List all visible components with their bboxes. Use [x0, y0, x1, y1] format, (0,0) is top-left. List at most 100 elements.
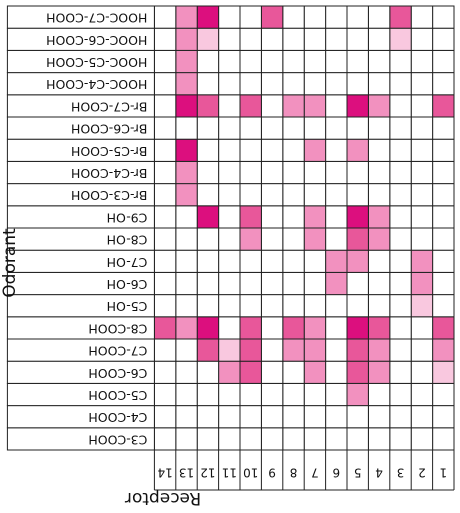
- heatmap-cell: [196, 94, 220, 118]
- heatmap-cell: [260, 249, 284, 273]
- heatmap-cell: [196, 316, 220, 340]
- heatmap-cell: [260, 360, 284, 384]
- column-label-12: 12: [200, 466, 215, 480]
- heatmap-cell: [239, 316, 262, 340]
- row-label: HOOC-C6-COOH: [46, 33, 147, 48]
- heatmap-cell: [367, 94, 391, 118]
- row-label: C5-COOH: [88, 388, 147, 403]
- heatmap-cell: [260, 160, 284, 185]
- heatmap-cell: [325, 427, 348, 451]
- heatmap-cell: [239, 427, 262, 451]
- heatmap-cell: [239, 183, 262, 207]
- heatmap-cell: [153, 49, 177, 74]
- heatmap-cell: [260, 49, 284, 74]
- heatmap-cell: [239, 271, 262, 296]
- row-label: HOOC-C4-COOH: [46, 77, 147, 92]
- heatmap-cell: [432, 382, 455, 407]
- heatmap-cell: [303, 249, 327, 273]
- heatmap-cell: [239, 160, 262, 185]
- heatmap-cell: [282, 94, 305, 118]
- heatmap-cell: [218, 249, 241, 273]
- heatmap-cell: [239, 72, 262, 96]
- heatmap-cell: [196, 338, 220, 362]
- heatmap-cell: [282, 72, 305, 96]
- heatmap-cell: [432, 427, 455, 451]
- row-label: C7-OH: [107, 255, 148, 270]
- heatmap-cell: [325, 116, 348, 140]
- heatmap-cell: [282, 338, 305, 362]
- heatmap-cell: [346, 116, 369, 140]
- heatmap-cell: [175, 427, 198, 451]
- row-labels: C3-COOH C4-COOH C5-COOH C6-COOH C7-COOH C8-CO…: [46, 11, 147, 448]
- heatmap-cell: [303, 5, 327, 29]
- heatmap-cell: [196, 405, 220, 429]
- heatmap-cell: [282, 205, 305, 229]
- heatmap-cell: [260, 405, 284, 429]
- heatmap-cell: [389, 249, 412, 273]
- heatmap-cell: [367, 360, 391, 384]
- column-label-9: 9: [268, 466, 276, 480]
- heatmap-cell: [389, 405, 412, 429]
- heatmap-cell: [346, 5, 369, 29]
- heatmap-cell: [153, 116, 177, 140]
- heatmap-cell: [389, 72, 412, 96]
- heatmap-cell: [196, 27, 220, 51]
- heatmap-cell: [346, 382, 369, 407]
- heatmap-cell: [196, 138, 220, 162]
- heatmap-cell: [325, 205, 348, 229]
- heatmap-cell: [410, 338, 434, 362]
- heatmap-cell: [303, 382, 327, 407]
- heatmap-cell: [346, 360, 369, 384]
- heatmap-cell: [325, 227, 348, 251]
- heatmap-cell: [282, 405, 305, 429]
- heatmap-cell: [432, 160, 455, 185]
- heatmap-cell: [346, 138, 369, 162]
- column-label-7: 7: [311, 466, 319, 480]
- heatmap-cell: [153, 271, 177, 296]
- heatmap-cell: [410, 138, 434, 162]
- heatmap-cell: [196, 49, 220, 74]
- heatmap-cell: [260, 183, 284, 207]
- heatmap-cell: [175, 160, 198, 185]
- heatmap-cell: [432, 72, 455, 96]
- heatmap-cell: [260, 116, 284, 140]
- heatmap-cell: [175, 382, 198, 407]
- heatmap-cell: [389, 49, 412, 74]
- heatmap-cell: [325, 5, 348, 29]
- heatmap-cell: [175, 94, 198, 118]
- heatmap-cell: [218, 94, 241, 118]
- heatmap-cell: [239, 138, 262, 162]
- heatmap-cell: [410, 205, 434, 229]
- heatmap-cell: [410, 160, 434, 185]
- heatmap-cell: [282, 249, 305, 273]
- heatmap-cell: [218, 360, 241, 384]
- heatmap-cell: [367, 382, 391, 407]
- heatmap-cell: [153, 427, 177, 451]
- heatmap-cell: [196, 72, 220, 96]
- heatmap-cell: [282, 49, 305, 74]
- heatmap-cell: [346, 94, 369, 118]
- heatmap-cell: [410, 72, 434, 96]
- heatmap-cell: [175, 183, 198, 207]
- heatmap-cell: [389, 160, 412, 185]
- heatmap-cell: [432, 294, 455, 318]
- heatmap-cell: [196, 183, 220, 207]
- heatmap-cell: [389, 338, 412, 362]
- heatmap-cell: [218, 5, 241, 29]
- heatmap-cell: [175, 405, 198, 429]
- heatmap-cell: [432, 227, 455, 251]
- heatmap-cell: [389, 5, 412, 29]
- heatmap-cell: [389, 382, 412, 407]
- heatmap-cell: [218, 227, 241, 251]
- heatmap-cell: [282, 294, 305, 318]
- heatmap-cell: [346, 338, 369, 362]
- heatmap-cell: [239, 94, 262, 118]
- row-label: C6-COOH: [88, 366, 147, 381]
- heatmap-cell: [196, 5, 220, 29]
- heatmap-cell: [325, 183, 348, 207]
- heatmap-cell: [196, 427, 220, 451]
- heatmap-cell: [196, 294, 220, 318]
- row-label: C7-COOH: [88, 344, 147, 359]
- heatmap-cell: [303, 271, 327, 296]
